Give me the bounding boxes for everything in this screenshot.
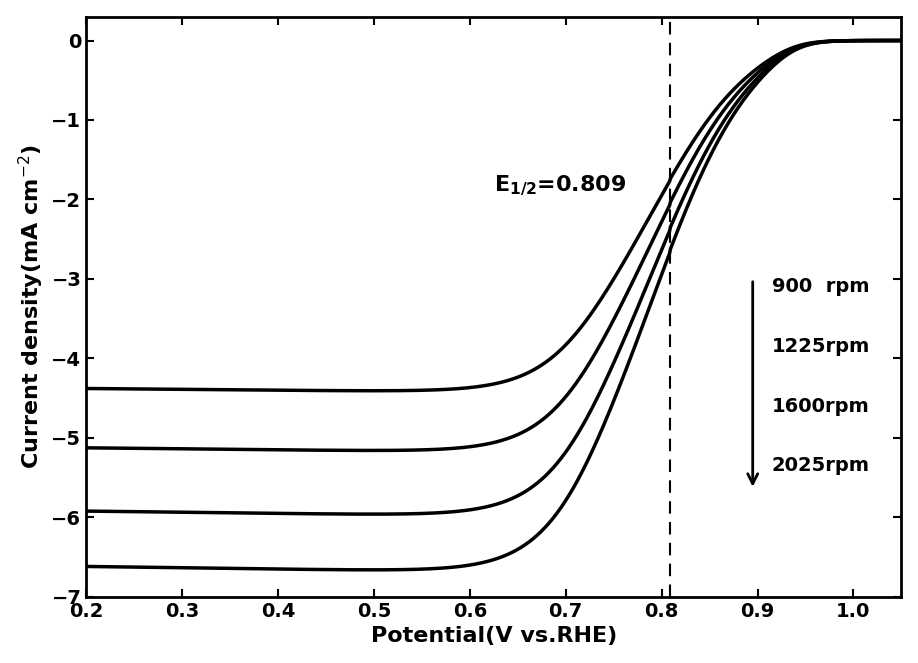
Y-axis label: Current density(mA cm$^{-2}$): Current density(mA cm$^{-2}$) [17,145,46,469]
Text: 1600rpm: 1600rpm [772,396,869,416]
Text: $\mathbf{E_{1/2}}$=0.809: $\mathbf{E_{1/2}}$=0.809 [494,174,626,198]
Text: 2025rpm: 2025rpm [772,456,870,475]
Text: 900  rpm: 900 rpm [772,277,869,296]
X-axis label: Potential(V vs.RHE): Potential(V vs.RHE) [371,627,617,646]
Text: 1225rpm: 1225rpm [772,337,870,356]
